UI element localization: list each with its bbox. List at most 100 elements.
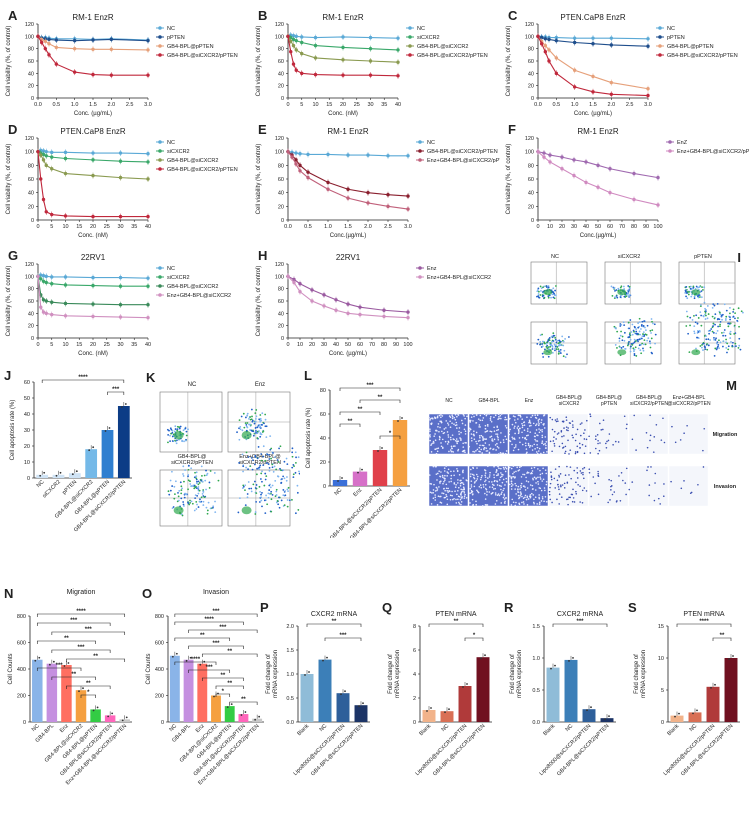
flow-title: GB4-BPL@ <box>178 454 207 460</box>
legend-marker <box>658 44 662 48</box>
cell-dot <box>441 430 443 433</box>
cell-dot <box>497 473 499 475</box>
y-axis-label: mRNA expression <box>517 650 523 698</box>
x-tick-label: 20 <box>559 224 565 230</box>
event-dot <box>253 463 256 466</box>
event-dot <box>650 332 652 334</box>
event-dot <box>272 452 274 454</box>
cell-dot <box>514 482 517 485</box>
data-point <box>63 171 68 176</box>
event-dot <box>639 333 641 336</box>
cell-dot <box>464 417 466 420</box>
cell-dot <box>511 436 514 439</box>
event-dot <box>264 425 267 428</box>
cell-dot <box>573 501 576 503</box>
replicate-dot <box>480 657 482 660</box>
cell-dot <box>448 450 450 453</box>
sig-stars: * <box>87 690 90 696</box>
event-dot <box>547 346 550 349</box>
event-dot <box>242 484 245 487</box>
event-dot <box>712 303 715 306</box>
panel-s: S PTEN mRNA Fold change of mRNA expression 0… <box>624 600 749 826</box>
cell-dot <box>521 431 523 434</box>
cell-dot <box>562 446 565 449</box>
x-tick-label: 25 <box>104 342 110 348</box>
data-point <box>43 46 48 51</box>
event-dot <box>265 475 268 478</box>
sig-bracket <box>359 399 401 403</box>
cell-dot <box>488 413 490 415</box>
cell-dot <box>543 427 546 429</box>
cell-dot <box>468 427 471 430</box>
event-dot <box>297 456 300 459</box>
event-dot <box>629 319 632 321</box>
sig-bracket <box>174 621 244 625</box>
event-dot <box>695 314 698 317</box>
cell-dot <box>442 482 444 485</box>
x-tick-label: 10 <box>297 342 303 348</box>
event-dot <box>637 347 640 350</box>
y-tick-label: 80 <box>28 287 34 293</box>
event-dot <box>627 292 630 295</box>
cell-dot <box>434 439 437 442</box>
cell-dot <box>460 439 462 441</box>
cell-dot <box>470 437 473 439</box>
event-dot <box>247 456 250 458</box>
event-dot <box>642 333 644 335</box>
event-dot <box>731 344 734 347</box>
cell-dot <box>515 470 517 473</box>
event-dot <box>212 505 215 508</box>
cell-dot <box>462 471 464 474</box>
flow-plot <box>227 445 303 527</box>
replicate-dot <box>674 715 676 718</box>
cell-dot <box>554 419 557 421</box>
data-point <box>146 160 150 164</box>
cell-dot <box>505 497 507 499</box>
event-dot <box>196 494 199 497</box>
event-dot <box>268 458 271 460</box>
flow-plot <box>159 464 223 527</box>
cell-dot <box>579 447 581 449</box>
event-dot <box>175 442 178 445</box>
event-dot <box>176 439 178 442</box>
cell-dot <box>487 465 489 468</box>
series-line <box>37 276 148 306</box>
event-dot <box>275 488 278 491</box>
replicate-dot <box>448 708 450 711</box>
column-title: @siCXCR2/pPTEN <box>667 401 711 407</box>
cell-dot <box>553 436 555 439</box>
event-dot <box>246 414 249 417</box>
cell-dot <box>491 492 493 495</box>
cell-dot <box>588 468 591 471</box>
data-point <box>146 315 150 320</box>
data-point <box>50 167 54 171</box>
cell-dot <box>543 414 546 416</box>
event-dot <box>632 329 635 332</box>
event-dot <box>739 348 742 351</box>
bar <box>119 719 130 722</box>
event-dot <box>277 461 280 463</box>
cell-dot <box>443 431 446 434</box>
cell-dot <box>479 444 481 447</box>
event-dot <box>180 489 183 492</box>
data-point <box>608 167 612 171</box>
event-dot <box>638 338 641 341</box>
y-tick-label: 0 <box>323 484 326 490</box>
panel-label: Q <box>382 600 392 615</box>
cell-dot <box>517 494 520 497</box>
cell-dot <box>510 476 512 479</box>
event-dot <box>184 427 187 430</box>
cell-dot <box>510 488 513 490</box>
y-tick-label: 40 <box>278 71 284 77</box>
cell-dot <box>536 414 539 417</box>
event-dot <box>204 479 207 482</box>
cell-dot <box>686 424 688 427</box>
cell-dot <box>534 496 537 499</box>
cell-dot <box>495 471 497 473</box>
event-dot <box>699 311 702 314</box>
event-dot <box>718 347 720 349</box>
event-dot <box>167 490 170 493</box>
sig-bracket <box>107 391 125 395</box>
data-point <box>50 155 54 159</box>
